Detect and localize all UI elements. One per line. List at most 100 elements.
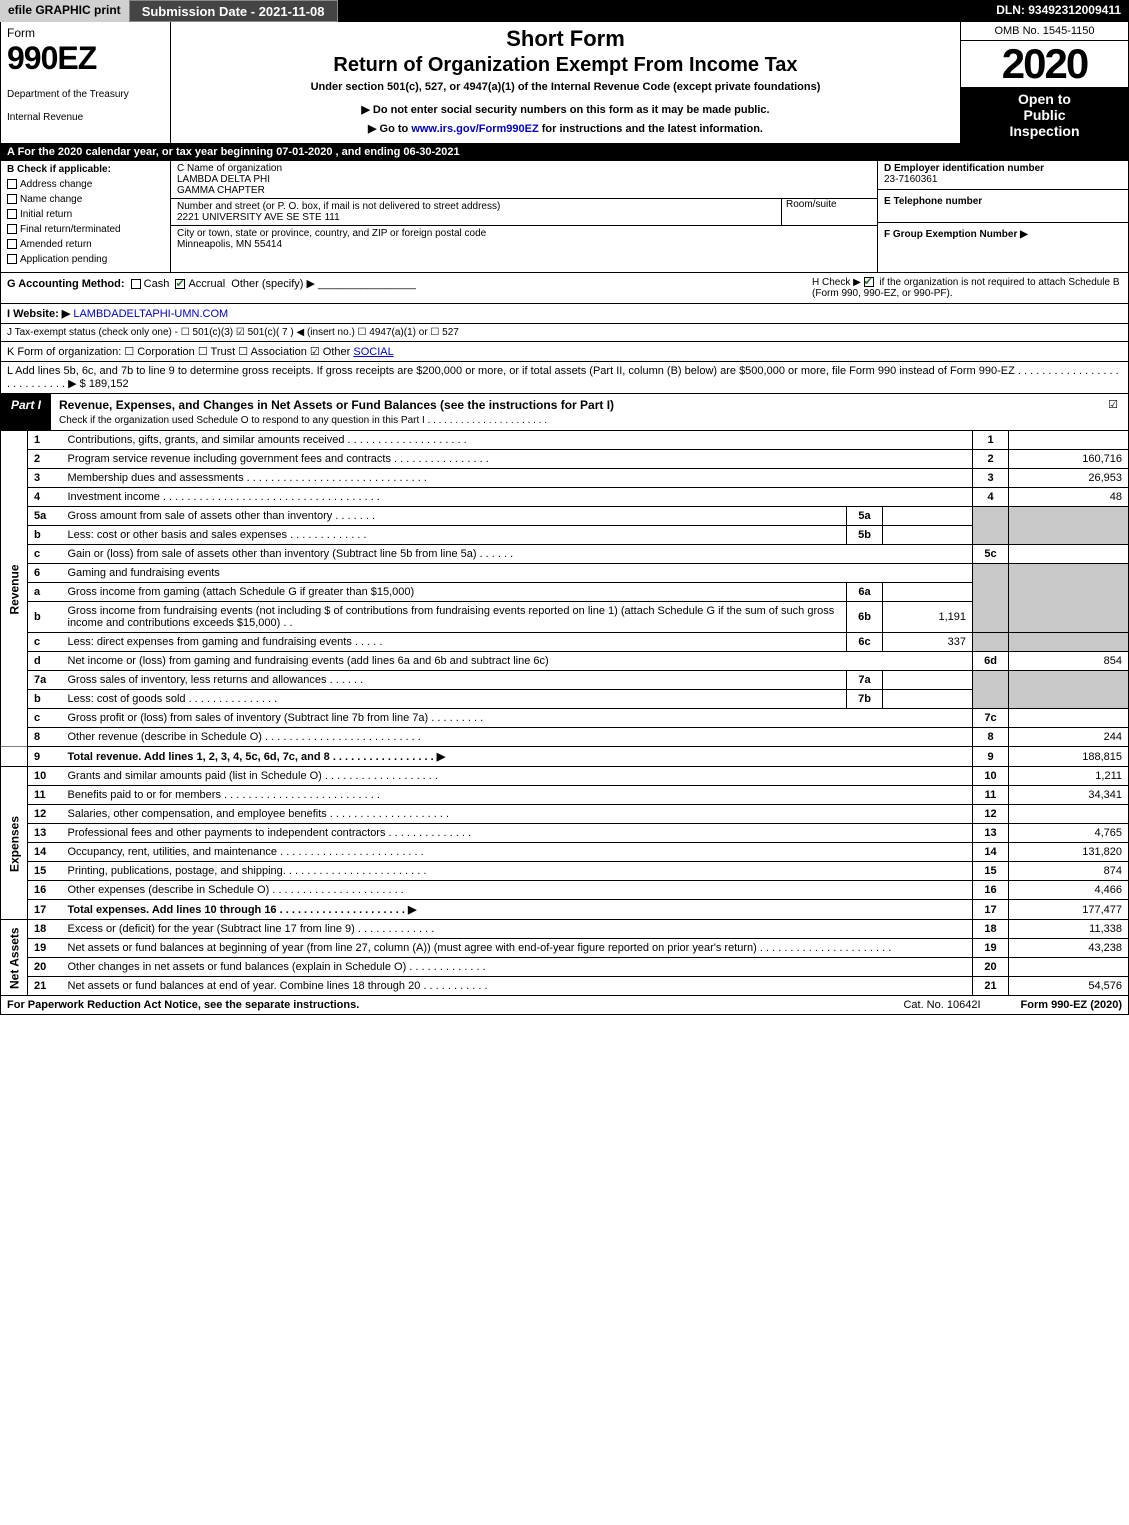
line-4: 4 Investment income . . . . . . . . . . …: [1, 488, 1129, 507]
open-line2: Public: [965, 107, 1124, 123]
k-social-link[interactable]: SOCIAL: [353, 346, 393, 358]
part-i-title: Revenue, Expenses, and Changes in Net As…: [51, 394, 1098, 430]
line-20: 20 Other changes in net assets or fund b…: [1, 958, 1129, 977]
line-1: Revenue 1 Contributions, gifts, grants, …: [1, 431, 1129, 450]
side-expenses: Expenses: [1, 767, 28, 920]
form-word: Form: [7, 26, 164, 40]
paperwork-notice: For Paperwork Reduction Act Notice, see …: [7, 999, 863, 1011]
submission-date-label: Submission Date - 2021-11-08: [129, 0, 338, 22]
entity-block: B Check if applicable: Address change Na…: [0, 161, 1129, 273]
line-9: 9 Total revenue. Add lines 1, 2, 3, 4, 5…: [1, 747, 1129, 767]
row-gh: G Accounting Method: Cash Accrual Other …: [0, 273, 1129, 304]
line-5c: c Gain or (loss) from sale of assets oth…: [1, 545, 1129, 564]
line-6b: b Gross income from fundraising events (…: [1, 602, 1129, 633]
efile-print-label[interactable]: efile GRAPHIC print: [0, 0, 129, 22]
line-6c: c Less: direct expenses from gaming and …: [1, 633, 1129, 652]
h-pre: H Check ▶: [812, 277, 861, 288]
irs-link[interactable]: www.irs.gov/Form990EZ: [411, 123, 538, 135]
col-c-org: C Name of organization LAMBDA DELTA PHI …: [171, 161, 878, 272]
cb-address-change[interactable]: Address change: [7, 179, 164, 190]
ein-row: D Employer identification number 23-7160…: [878, 163, 1128, 190]
phone-label: E Telephone number: [884, 196, 1122, 207]
dept-treasury: Department of the Treasury: [7, 89, 164, 100]
line-8: 8 Other revenue (describe in Schedule O)…: [1, 728, 1129, 747]
line-21: 21 Net assets or fund balances at end of…: [1, 977, 1129, 996]
line-6d: d Net income or (loss) from gaming and f…: [1, 652, 1129, 671]
org-name-row: C Name of organization LAMBDA DELTA PHI …: [171, 161, 877, 199]
line-14: 14 Occupancy, rent, utilities, and maint…: [1, 843, 1129, 862]
addr-val: 2221 UNIVERSITY AVE SE STE 111: [177, 212, 777, 223]
row-i-website: I Website: ▶ LAMBDADELTAPHI-UMN.COM: [0, 304, 1129, 324]
website-link[interactable]: LAMBDADELTAPHI-UMN.COM: [73, 308, 228, 320]
org-name-label: C Name of organization: [177, 163, 871, 174]
part-i-check[interactable]: ☑: [1098, 394, 1128, 430]
form-number: 990EZ: [7, 40, 164, 77]
cb-schedule-b[interactable]: [864, 277, 874, 287]
city-label: City or town, state or province, country…: [177, 228, 871, 239]
open-line1: Open to: [965, 91, 1124, 107]
row-h-schedule-b: H Check ▶ if the organization is not req…: [812, 277, 1122, 299]
phone-row: E Telephone number: [878, 196, 1128, 223]
goto-pre: ▶ Go to: [368, 123, 411, 135]
form-title-block: Short Form Return of Organization Exempt…: [171, 22, 960, 143]
line-18: Net Assets 18 Excess or (deficit) for th…: [1, 920, 1129, 939]
line-10: Expenses 10 Grants and similar amounts p…: [1, 767, 1129, 786]
cb-amended-return[interactable]: Amended return: [7, 239, 164, 250]
line-5b: b Less: cost or other basis and sales ex…: [1, 526, 1129, 545]
org-addr-row: Number and street (or P. O. box, if mail…: [171, 199, 877, 226]
cb-name-change[interactable]: Name change: [7, 194, 164, 205]
city-val: Minneapolis, MN 55414: [177, 239, 871, 250]
cb-application-pending[interactable]: Application pending: [7, 254, 164, 265]
k-pre: K Form of organization: ☐ Corporation ☐ …: [7, 346, 353, 358]
row-j-tax-status: J Tax-exempt status (check only one) - ☐…: [0, 324, 1129, 342]
goto-post: for instructions and the latest informat…: [539, 123, 763, 135]
line-7a: 7a Gross sales of inventory, less return…: [1, 671, 1129, 690]
group-exemption-row: F Group Exemption Number ▶: [884, 229, 1122, 240]
col-b-head: B Check if applicable:: [7, 164, 164, 175]
website-label: I Website: ▶: [7, 308, 70, 320]
addr-label: Number and street (or P. O. box, if mail…: [177, 201, 777, 212]
row-l-gross: L Add lines 5b, 6c, and 7b to line 9 to …: [0, 362, 1129, 394]
col-d-ids: D Employer identification number 23-7160…: [878, 161, 1128, 272]
line-11: 11 Benefits paid to or for members . . .…: [1, 786, 1129, 805]
ein-val: 23-7160361: [884, 174, 1122, 185]
omb-number: OMB No. 1545-1150: [961, 22, 1128, 41]
line-12: 12 Salaries, other compensation, and emp…: [1, 805, 1129, 824]
room-label: Room/suite: [786, 199, 871, 210]
page-footer: For Paperwork Reduction Act Notice, see …: [0, 996, 1129, 1015]
side-net-assets: Net Assets: [1, 920, 28, 996]
line-16: 16 Other expenses (describe in Schedule …: [1, 881, 1129, 900]
title-return: Return of Organization Exempt From Incom…: [179, 54, 952, 77]
line-3: 3 Membership dues and assessments . . . …: [1, 469, 1129, 488]
top-bar: efile GRAPHIC print Submission Date - 20…: [0, 0, 1129, 22]
tax-year: 2020: [961, 41, 1128, 87]
cb-final-return[interactable]: Final return/terminated: [7, 224, 164, 235]
form-header: Form 990EZ Department of the Treasury In…: [0, 22, 1129, 144]
open-line3: Inspection: [965, 123, 1124, 139]
part-i-tab: Part I: [1, 394, 51, 430]
ein-label: D Employer identification number: [884, 163, 1122, 174]
cb-initial-return[interactable]: Initial return: [7, 209, 164, 220]
part-i-header: Part I Revenue, Expenses, and Changes in…: [0, 394, 1129, 431]
part-i-table: Revenue 1 Contributions, gifts, grants, …: [0, 431, 1129, 996]
cat-no: Cat. No. 10642I: [863, 999, 1020, 1011]
line-6: 6 Gaming and fundraising events: [1, 564, 1129, 583]
dept-irs: Internal Revenue: [7, 112, 164, 123]
title-section: Under section 501(c), 527, or 4947(a)(1)…: [179, 81, 952, 93]
title-ssn-warning: ▶ Do not enter social security numbers o…: [179, 103, 952, 116]
cb-accrual[interactable]: [175, 279, 185, 289]
row-k-form-org: K Form of organization: ☐ Corporation ☐ …: [0, 342, 1129, 362]
side-revenue: Revenue: [1, 431, 28, 747]
line-17: 17 Total expenses. Add lines 10 through …: [1, 900, 1129, 920]
line-6a: a Gross income from gaming (attach Sched…: [1, 583, 1129, 602]
cb-cash[interactable]: [131, 279, 141, 289]
spacer: [338, 0, 989, 22]
col-b-checkboxes: B Check if applicable: Address change Na…: [1, 161, 171, 272]
group-exemption-label: F Group Exemption Number ▶: [884, 229, 1122, 240]
dln-label: DLN: 93492312009411: [988, 0, 1129, 22]
form-meta-block: OMB No. 1545-1150 2020 Open to Public In…: [960, 22, 1128, 143]
line-7c: c Gross profit or (loss) from sales of i…: [1, 709, 1129, 728]
line-13: 13 Professional fees and other payments …: [1, 824, 1129, 843]
part-i-sub: Check if the organization used Schedule …: [59, 415, 547, 426]
title-short-form: Short Form: [179, 26, 952, 52]
